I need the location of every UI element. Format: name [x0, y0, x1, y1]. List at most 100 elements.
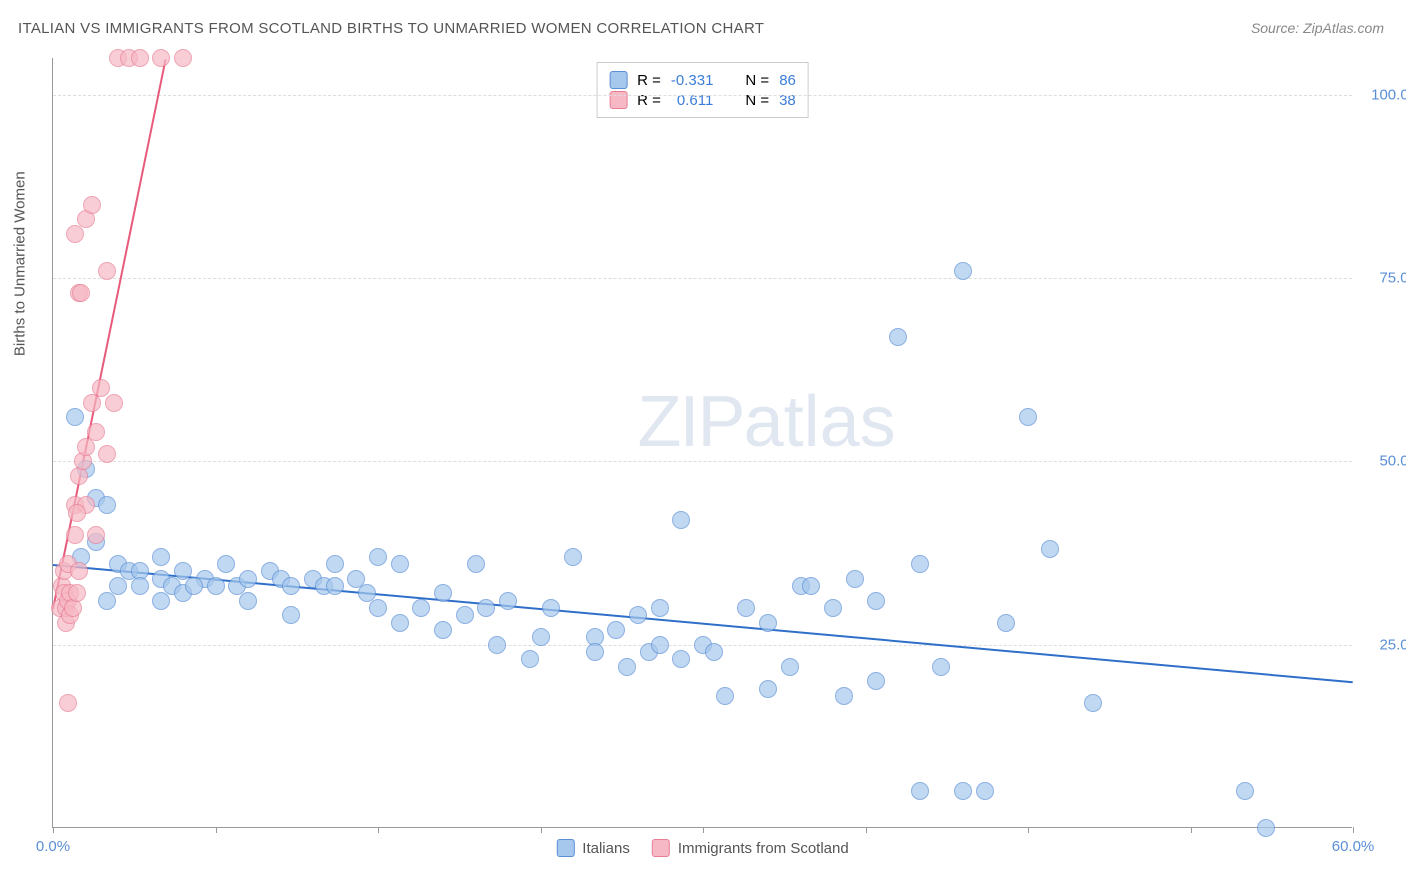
gridline-h: [53, 95, 1352, 96]
data-point: [835, 687, 853, 705]
data-point: [98, 592, 116, 610]
data-point: [282, 606, 300, 624]
data-point: [716, 687, 734, 705]
data-point: [1019, 408, 1037, 426]
data-point: [976, 782, 994, 800]
data-point: [542, 599, 560, 617]
data-point: [488, 636, 506, 654]
data-point: [152, 592, 170, 610]
data-point: [77, 438, 95, 456]
data-point: [369, 548, 387, 566]
data-point: [954, 262, 972, 280]
swatch-italians-bottom: [556, 839, 574, 857]
legend-stats: R = -0.331 N = 86 R = 0.611 N = 38: [596, 62, 809, 118]
x-tick: [703, 827, 704, 833]
data-point: [781, 658, 799, 676]
data-point: [1041, 540, 1059, 558]
x-tick: [53, 827, 54, 833]
data-point: [92, 379, 110, 397]
data-point: [66, 225, 84, 243]
data-point: [87, 526, 105, 544]
data-point: [369, 599, 387, 617]
legend-label-italians: Italians: [582, 840, 630, 857]
data-point: [434, 621, 452, 639]
data-point: [867, 592, 885, 610]
data-point: [282, 577, 300, 595]
data-point: [586, 643, 604, 661]
watermark-bold: ZIP: [638, 382, 744, 462]
legend-item-italians: Italians: [556, 839, 630, 857]
data-point: [651, 636, 669, 654]
legend-item-scotland: Immigrants from Scotland: [652, 839, 849, 857]
data-point: [239, 592, 257, 610]
y-tick-label: 50.0%: [1379, 453, 1406, 470]
data-point: [456, 606, 474, 624]
data-point: [131, 577, 149, 595]
x-tick-label: 0.0%: [36, 838, 70, 855]
data-point: [87, 423, 105, 441]
data-point: [239, 570, 257, 588]
data-point: [391, 555, 409, 573]
data-point: [618, 658, 636, 676]
gridline-h: [53, 278, 1352, 279]
chart-title: ITALIAN VS IMMIGRANTS FROM SCOTLAND BIRT…: [18, 20, 764, 37]
data-point: [932, 658, 950, 676]
gridline-h: [53, 461, 1352, 462]
data-point: [759, 614, 777, 632]
data-point: [207, 577, 225, 595]
x-tick: [378, 827, 379, 833]
data-point: [889, 328, 907, 346]
y-tick-label: 25.0%: [1379, 636, 1406, 653]
r-label: R =: [637, 72, 661, 89]
legend-series: Italians Immigrants from Scotland: [556, 839, 848, 857]
data-point: [911, 555, 929, 573]
watermark-light: atlas: [744, 382, 896, 462]
x-tick: [541, 827, 542, 833]
data-point: [607, 621, 625, 639]
data-point: [105, 394, 123, 412]
data-point: [412, 599, 430, 617]
data-point: [1257, 819, 1275, 837]
data-point: [737, 599, 755, 617]
data-point: [846, 570, 864, 588]
watermark: ZIPatlas: [638, 381, 896, 463]
data-point: [98, 445, 116, 463]
data-point: [83, 196, 101, 214]
x-tick: [1353, 827, 1354, 833]
data-point: [152, 49, 170, 67]
source-label: Source: ZipAtlas.com: [1251, 20, 1384, 36]
y-axis-label: Births to Unmarried Women: [12, 171, 29, 356]
swatch-scotland-bottom: [652, 839, 670, 857]
data-point: [564, 548, 582, 566]
data-point: [651, 599, 669, 617]
data-point: [477, 599, 495, 617]
data-point: [954, 782, 972, 800]
swatch-italians: [609, 71, 627, 89]
data-point: [867, 672, 885, 690]
data-point: [326, 555, 344, 573]
data-point: [66, 526, 84, 544]
plot-area: ZIPatlas R = -0.331 N = 86 R = 0.611 N =…: [52, 58, 1352, 828]
data-point: [174, 49, 192, 67]
data-point: [802, 577, 820, 595]
data-point: [467, 555, 485, 573]
data-point: [629, 606, 647, 624]
data-point: [98, 262, 116, 280]
y-tick-label: 100.0%: [1371, 86, 1406, 103]
data-point: [326, 577, 344, 595]
data-point: [217, 555, 235, 573]
x-tick: [1028, 827, 1029, 833]
data-point: [1084, 694, 1102, 712]
x-tick-label: 60.0%: [1332, 838, 1375, 855]
data-point: [759, 680, 777, 698]
data-point: [521, 650, 539, 668]
data-point: [532, 628, 550, 646]
y-tick-label: 75.0%: [1379, 270, 1406, 287]
x-tick: [1191, 827, 1192, 833]
data-point: [672, 511, 690, 529]
data-point: [72, 284, 90, 302]
n-label: N =: [745, 72, 769, 89]
data-point: [66, 408, 84, 426]
data-point: [672, 650, 690, 668]
data-point: [68, 584, 86, 602]
